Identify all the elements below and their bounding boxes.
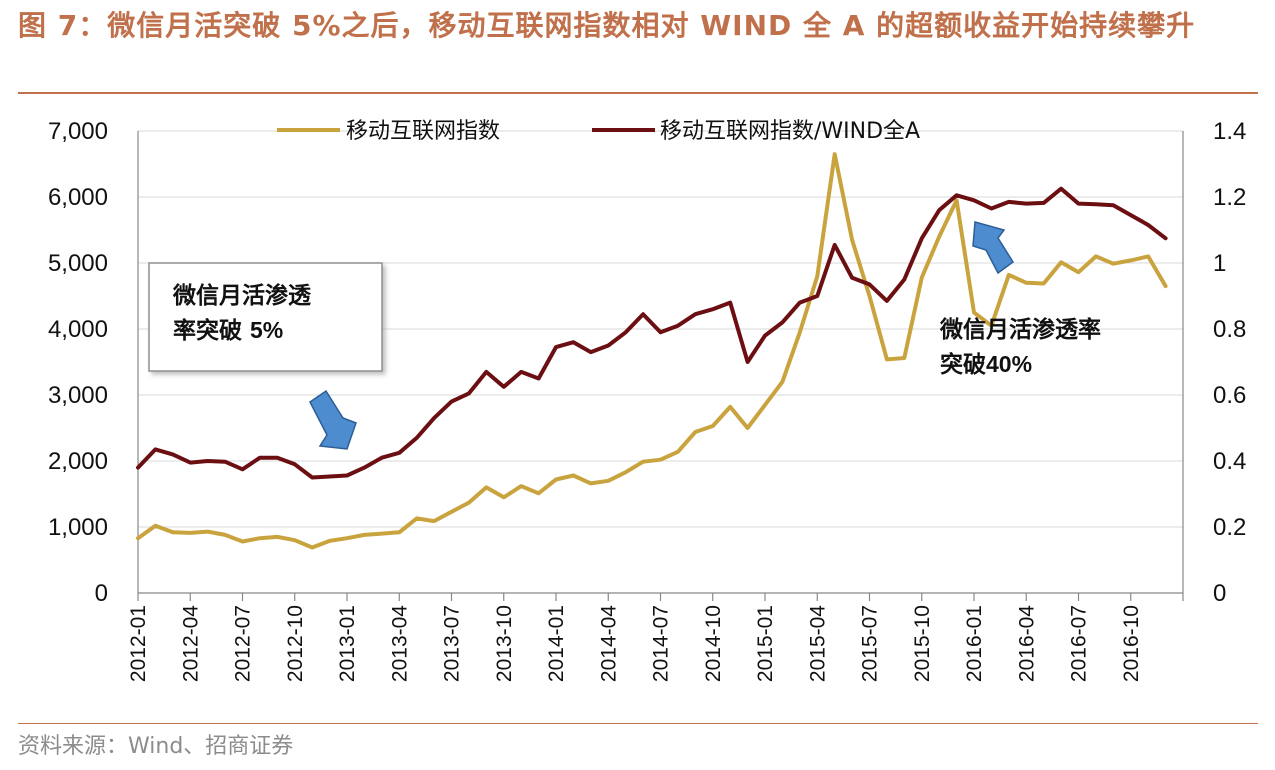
x-tick-label: 2013-04 [388, 605, 411, 682]
right-axis-ticks: 0 0.2 0.4 0.6 0.8 1 1.2 1.4 [1213, 118, 1246, 607]
right-tick-label: 1.2 [1213, 184, 1246, 211]
right-tick-label: 1 [1213, 250, 1226, 277]
annotation-2-line-2: 突破40% [940, 351, 1032, 378]
left-tick-label: 0 [95, 580, 108, 607]
annotation-2: 微信月活渗透率 突破40% [939, 221, 1101, 378]
left-tick-label: 5,000 [48, 250, 108, 277]
annotation-1: 微信月活渗透 率突破 5% [148, 262, 383, 450]
x-tick-label: 2012-01 [127, 605, 150, 682]
x-tick-label: 2014-07 [650, 605, 673, 682]
left-tick-label: 4,000 [48, 316, 108, 343]
right-tick-label: 0.4 [1213, 448, 1246, 475]
right-tick-label: 0.6 [1213, 382, 1246, 409]
footer-divider [18, 723, 1258, 724]
x-tick-label: 2015-07 [859, 605, 882, 682]
left-tick-label: 7,000 [48, 118, 108, 145]
legend-label-series-1: 移动互联网指数 [346, 119, 500, 144]
annotation-2-arrow [972, 221, 1015, 275]
x-tick-label: 2013-10 [493, 605, 516, 682]
x-tick-label: 2014-01 [545, 605, 568, 682]
chart-title: 图 7：微信月活突破 5%之后，移动互联网指数相对 WIND 全 A 的超额收益… [18, 9, 1196, 42]
annotation-1-line-2: 率突破 5% [173, 317, 283, 344]
left-tick-label: 1,000 [48, 514, 108, 541]
x-tick-label: 2013-07 [441, 605, 464, 682]
right-tick-label: 1.4 [1213, 118, 1246, 145]
x-tick-label: 2015-01 [754, 605, 777, 682]
x-axis-ticks: 2012-01 2012-04 2012-07 2012-10 2013-01 2013-… [127, 605, 1143, 682]
series-line-relative-to-wind-a [136, 186, 1168, 480]
x-tick-label: 2016-10 [1120, 605, 1143, 682]
gridlines [138, 130, 1183, 528]
right-tick-label: 0.8 [1213, 316, 1246, 343]
x-tick-label: 2016-07 [1068, 605, 1091, 682]
x-tick-label: 2016-04 [1015, 605, 1038, 682]
right-tick-label: 0.2 [1213, 514, 1246, 541]
legend: 移动互联网指数 移动互联网指数/WIND全A [277, 119, 920, 144]
left-tick-label: 2,000 [48, 448, 108, 475]
annotation-2-line-1: 微信月活渗透率 [939, 316, 1101, 343]
annotation-1-line-2-prefix: 率突破 [173, 317, 250, 344]
x-tick-label: 2012-04 [179, 605, 202, 682]
axes [137, 131, 1184, 601]
annotation-2-line-2-bold: 40% [986, 351, 1032, 377]
title-divider [18, 92, 1258, 94]
annotation-1-line-2-bold: 5% [250, 317, 283, 343]
annotation-1-arrow [309, 389, 357, 450]
left-tick-label: 3,000 [48, 382, 108, 409]
source-note: 资料来源：Wind、招商证券 [18, 734, 294, 759]
chart: 0 1,000 2,000 3,000 4,000 5,000 6,000 7,000 0 0.… [48, 118, 1246, 682]
x-tick-label: 2014-10 [702, 605, 725, 682]
annotation-1-box [148, 262, 383, 372]
x-tick-label: 2012-07 [232, 605, 255, 682]
x-tick-label: 2012-10 [284, 605, 307, 682]
left-axis-ticks: 0 1,000 2,000 3,000 4,000 5,000 6,000 7,000 [48, 118, 108, 607]
right-tick-label: 0 [1213, 580, 1226, 607]
x-tick-label: 2013-01 [336, 605, 359, 682]
x-tick-label: 2016-01 [963, 605, 986, 682]
annotation-2-line-2-prefix: 突破 [940, 351, 986, 378]
x-tick-label: 2014-04 [597, 605, 620, 682]
legend-label-series-2: 移动互联网指数/WIND全A [660, 119, 920, 144]
annotation-1-line-1: 微信月活渗透 [172, 282, 312, 309]
series-lines [136, 152, 1168, 550]
series-line-mobile-internet-index [136, 152, 1168, 550]
x-tick-label: 2015-10 [911, 605, 934, 682]
x-tick-label: 2015-04 [806, 605, 829, 682]
left-tick-label: 6,000 [48, 184, 108, 211]
